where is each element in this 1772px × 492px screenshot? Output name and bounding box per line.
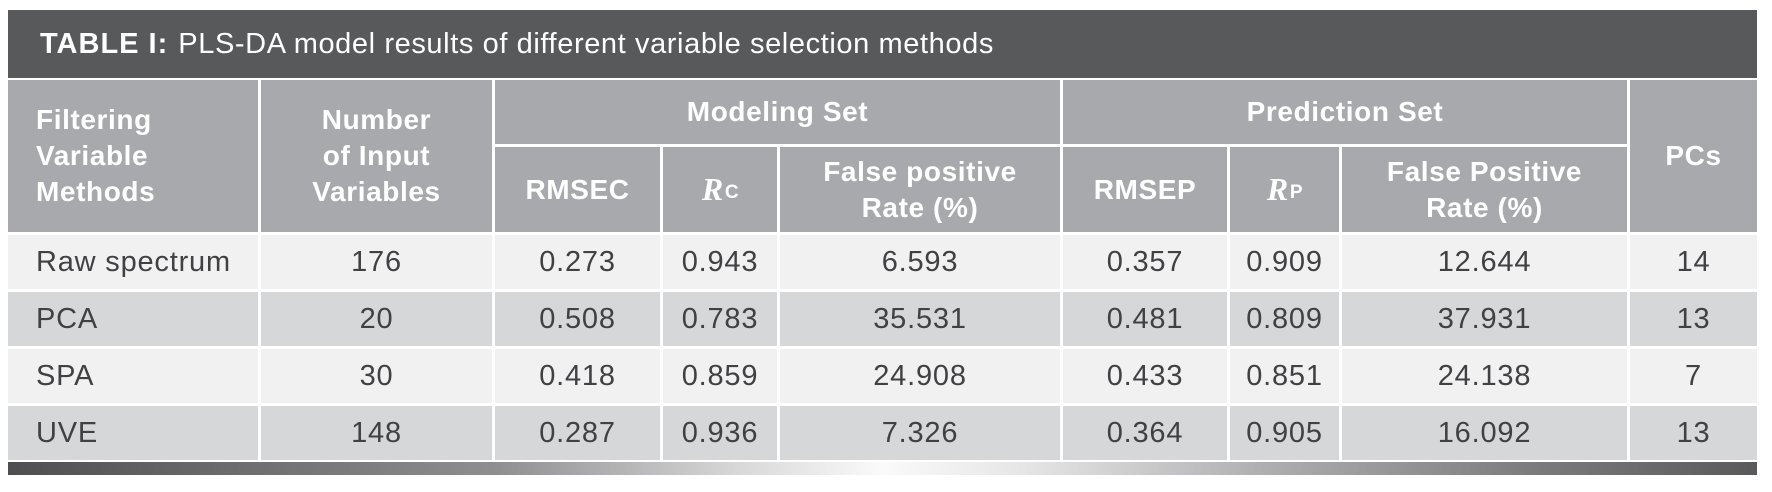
col-header-false-positive-prediction: False Positive Rate (%) [1342, 147, 1627, 232]
cell-rc: 0.783 [663, 292, 777, 346]
col-header-pcs: PCs [1630, 80, 1757, 232]
cell-rmsec: 0.508 [495, 292, 660, 346]
cell-method: Raw spectrum [8, 235, 258, 289]
cell-fpr-prediction: 37.931 [1342, 292, 1627, 346]
results-table: Filtering Variable Methods Number of Inp… [8, 80, 1757, 460]
table-title-bar: TABLE I: PLS-DA model results of differe… [8, 10, 1757, 78]
table-title-text: PLS-DA model results of different variab… [178, 27, 994, 60]
rc-subscript: C [724, 182, 740, 204]
cell-n-vars: 30 [261, 349, 492, 403]
cell-rp: 0.851 [1230, 349, 1339, 403]
cell-fpr-modeling: 24.908 [780, 349, 1060, 403]
cell-pcs: 14 [1630, 235, 1757, 289]
cell-method: UVE [8, 406, 258, 460]
rp-subscript: P [1289, 182, 1304, 204]
col-header-filtering-methods: Filtering Variable Methods [8, 80, 258, 232]
cell-rmsec: 0.273 [495, 235, 660, 289]
cell-pcs: 7 [1630, 349, 1757, 403]
cell-fpr-modeling: 7.326 [780, 406, 1060, 460]
cell-rc: 0.943 [663, 235, 777, 289]
col-header-false-positive-modeling: False positive Rate (%) [780, 147, 1060, 232]
cell-n-vars: 20 [261, 292, 492, 346]
col-header-num-input-variables: Number of Input Variables [261, 80, 492, 232]
cell-n-vars: 176 [261, 235, 492, 289]
cell-pcs: 13 [1630, 292, 1757, 346]
cell-fpr-modeling: 6.593 [780, 235, 1060, 289]
cell-rmsep: 0.357 [1063, 235, 1227, 289]
cell-rmsep: 0.481 [1063, 292, 1227, 346]
col-header-rmsep: RMSEP [1063, 147, 1227, 232]
cell-method: SPA [8, 349, 258, 403]
cell-rp: 0.905 [1230, 406, 1339, 460]
cell-method: PCA [8, 292, 258, 346]
cell-pcs: 13 [1630, 406, 1757, 460]
cell-rc: 0.859 [663, 349, 777, 403]
table-title-label: TABLE I: [40, 27, 169, 60]
rc-symbol: R [701, 171, 724, 208]
cell-rmsep: 0.433 [1063, 349, 1227, 403]
cell-n-vars: 148 [261, 406, 492, 460]
cell-rmsec: 0.287 [495, 406, 660, 460]
col-header-rmsec: RMSEC [495, 147, 660, 232]
table-container: TABLE I: PLS-DA model results of differe… [8, 10, 1757, 475]
cell-fpr-modeling: 35.531 [780, 292, 1060, 346]
cell-rp: 0.809 [1230, 292, 1339, 346]
decorative-gradient-bar [8, 462, 1757, 475]
rp-symbol: R [1266, 171, 1289, 208]
cell-rp: 0.909 [1230, 235, 1339, 289]
cell-fpr-prediction: 12.644 [1342, 235, 1627, 289]
cell-fpr-prediction: 24.138 [1342, 349, 1627, 403]
cell-rmsec: 0.418 [495, 349, 660, 403]
group-header-prediction-set: Prediction Set [1063, 80, 1627, 144]
cell-fpr-prediction: 16.092 [1342, 406, 1627, 460]
cell-rmsep: 0.364 [1063, 406, 1227, 460]
group-header-modeling-set: Modeling Set [495, 80, 1060, 144]
cell-rc: 0.936 [663, 406, 777, 460]
